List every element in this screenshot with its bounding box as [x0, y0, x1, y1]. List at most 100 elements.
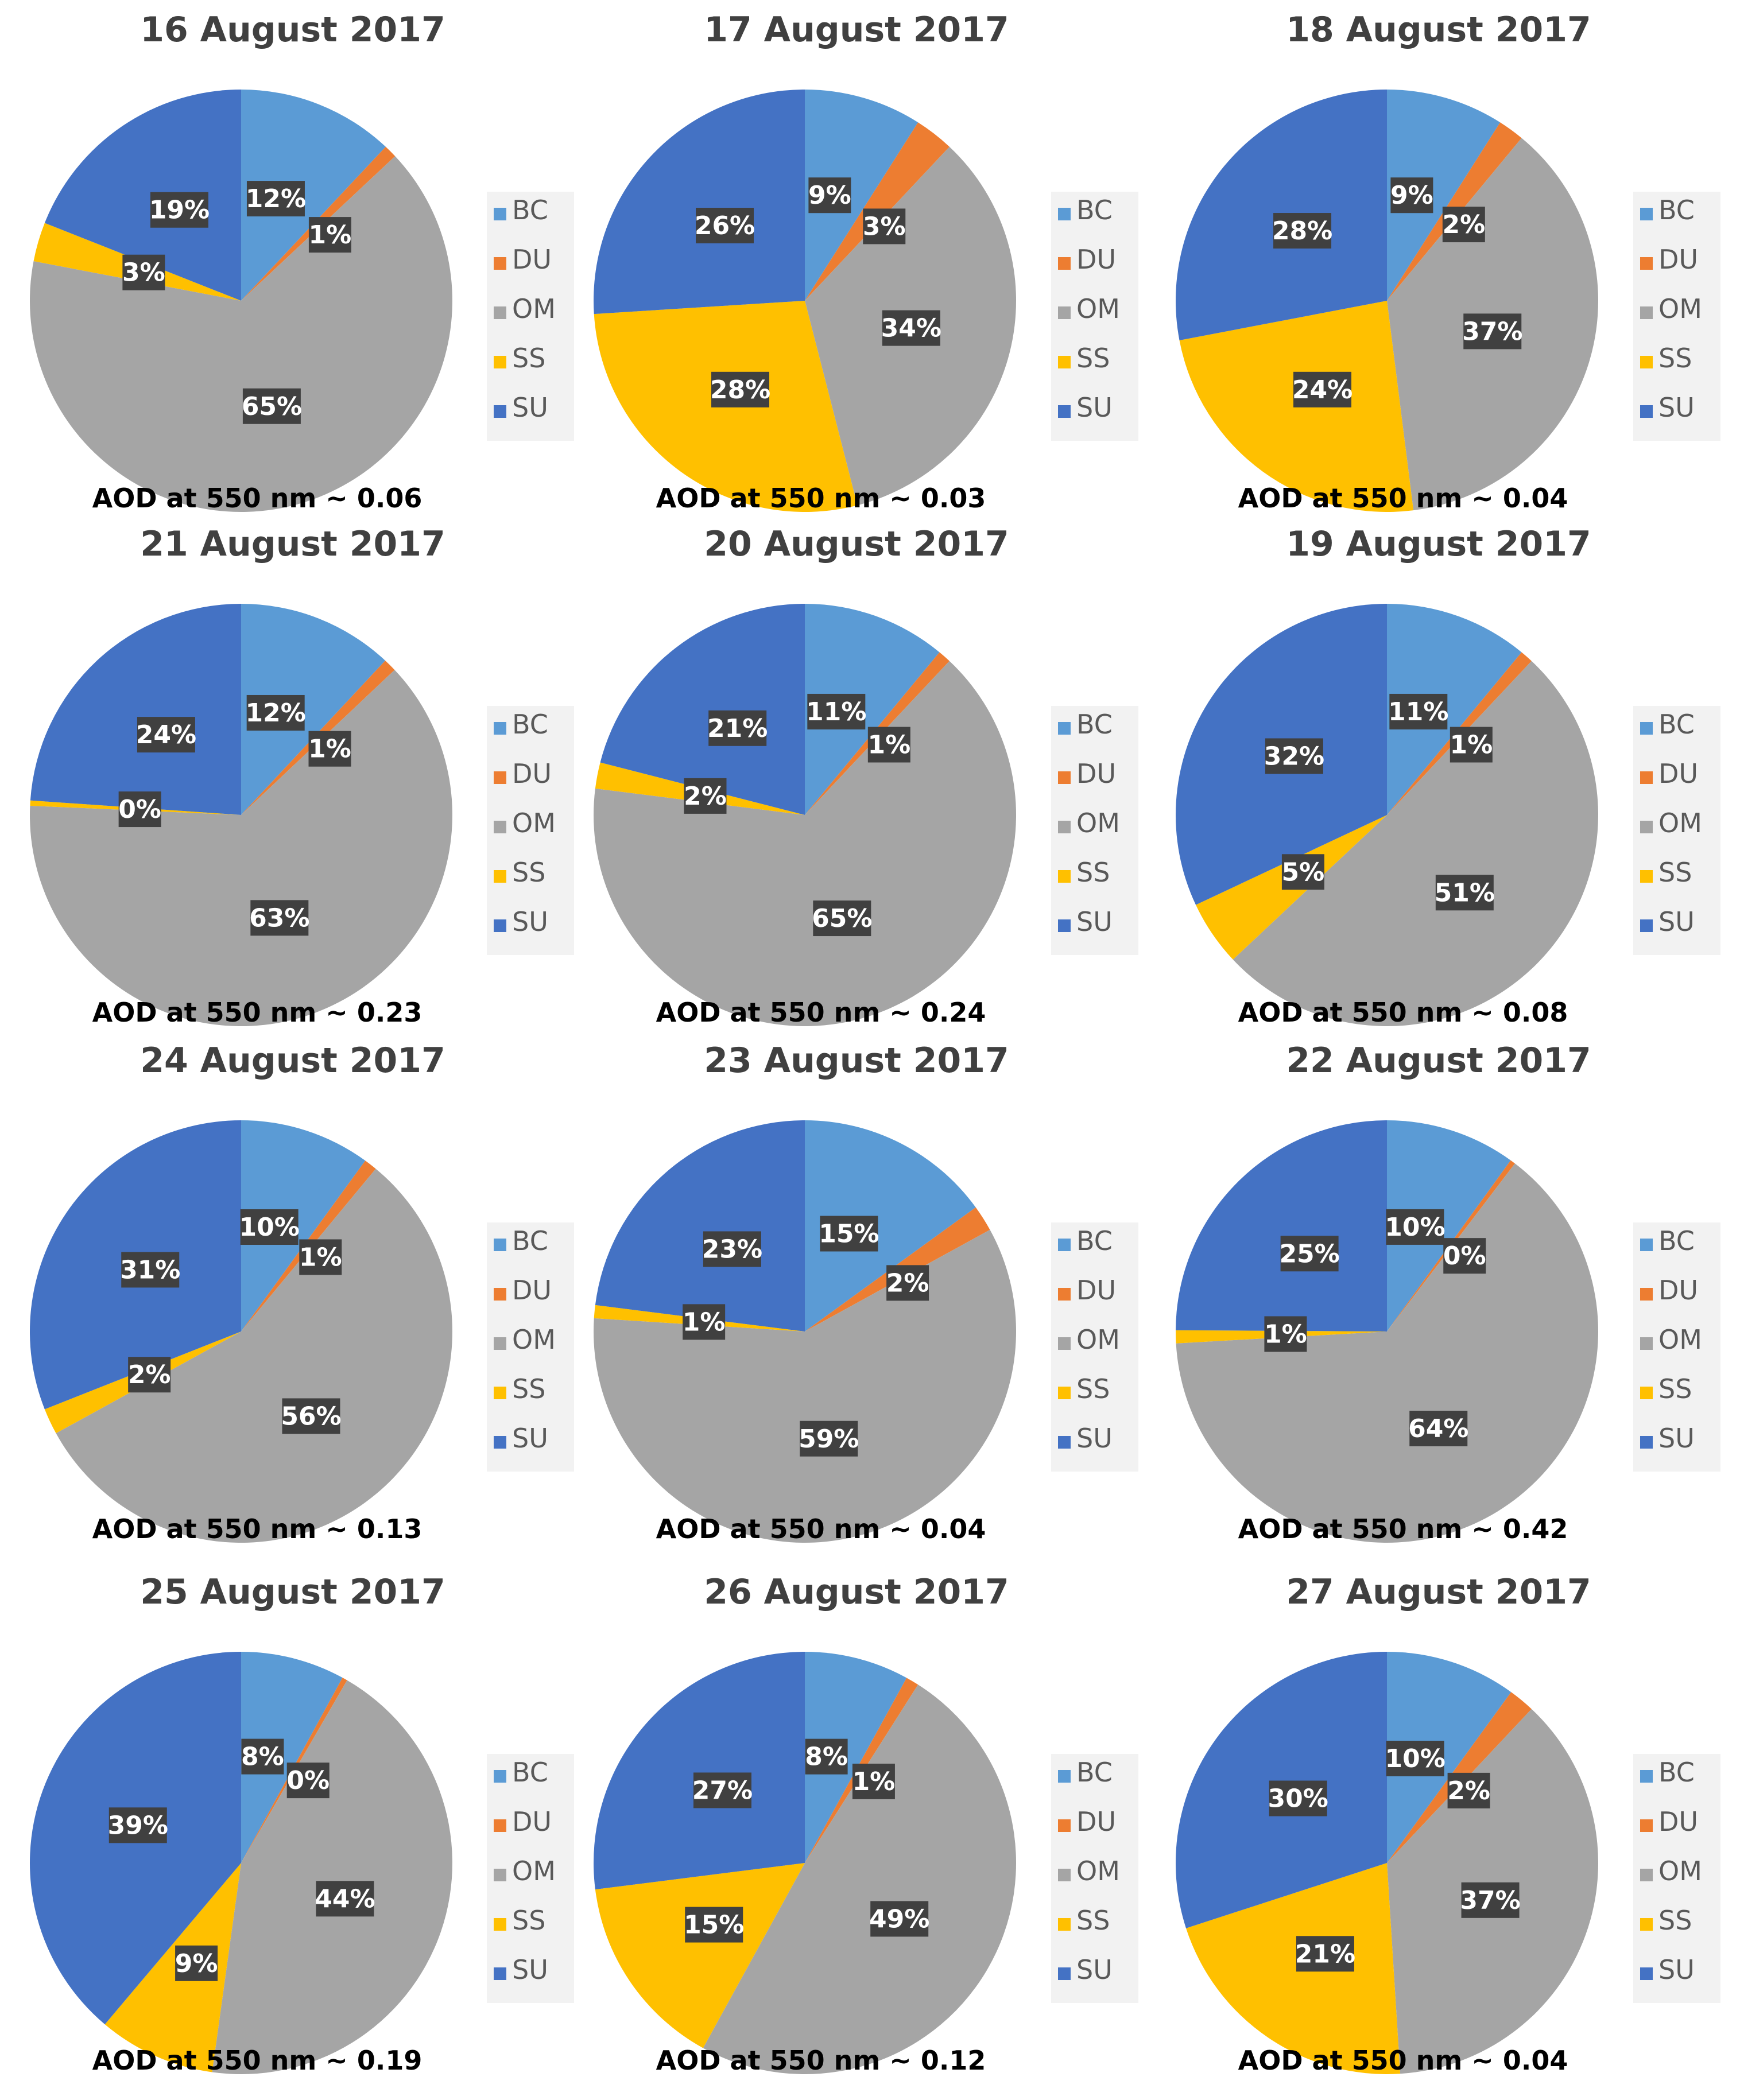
data-label-om: 56% — [281, 1398, 342, 1434]
data-label-text: 49% — [869, 1904, 929, 1934]
legend: BC DU OM SS SU — [1633, 1754, 1720, 2003]
data-label-text: 63% — [249, 903, 309, 933]
legend-label-ss: SS — [1076, 343, 1110, 374]
legend-swatch-ss — [1640, 1918, 1653, 1931]
aod-annotation: AOD at 550 nm ~ 0.04 — [1238, 483, 1568, 514]
data-label-text: 26% — [695, 211, 755, 240]
data-label-text: 15% — [819, 1219, 879, 1248]
data-label-om: 65% — [242, 388, 302, 424]
data-label-bc: 10% — [239, 1209, 300, 1245]
data-label-om: 44% — [315, 1881, 375, 1917]
data-label-text: 31% — [120, 1255, 180, 1284]
legend-swatch-om — [494, 821, 506, 833]
legend-swatch-om — [1640, 1337, 1653, 1350]
legend-label-om: OM — [1658, 1856, 1702, 1886]
pie-chart-22-august-2017: 22 August 2017 10%0% 64% 1% 25% AOD at 550 nm… — [1176, 1041, 1720, 1544]
data-label-text: 10% — [1385, 1744, 1445, 1773]
data-label-box — [708, 710, 767, 746]
aod-annotation: AOD at 550 nm ~ 0.24 — [656, 997, 986, 1028]
legend: BC DU OM SS SU — [1633, 1222, 1720, 1472]
data-label-du: 1% — [299, 1239, 342, 1275]
slice-bc — [1387, 1120, 1511, 1332]
legend-swatch-du — [1058, 1819, 1071, 1832]
legend-swatch-bc — [1640, 1239, 1653, 1251]
legend-label-bc: BC — [1658, 1225, 1695, 1256]
data-label-bc: 12% — [246, 181, 306, 217]
slice-bc — [805, 90, 919, 301]
data-label-su: 26% — [695, 208, 755, 244]
legend-swatch-ss — [1640, 870, 1653, 883]
data-label-box — [1390, 177, 1433, 214]
slice-om — [703, 1684, 1017, 2075]
legend-label-ss: SS — [512, 1905, 545, 1936]
legend-label-ss: SS — [1076, 1373, 1110, 1404]
legend-label-ss: SS — [512, 857, 545, 888]
data-label-bc: 12% — [246, 694, 306, 731]
data-label-ss: 1% — [683, 1304, 725, 1340]
chart-title: 18 August 2017 — [1286, 10, 1591, 50]
legend-swatch-bc — [1640, 722, 1653, 735]
data-label-box — [813, 900, 871, 937]
legend-swatch-su — [1058, 1436, 1071, 1449]
data-label-box — [882, 310, 940, 346]
data-label-text: 59% — [799, 1424, 859, 1454]
legend-swatch-om — [1640, 821, 1653, 833]
legend-swatch-om — [1058, 821, 1071, 833]
data-label-box — [800, 1420, 858, 1457]
legend-label-om: OM — [1076, 808, 1120, 839]
pie-chart-21-august-2017: 21 August 2017 12%1% 63% 0% 24% AOD at 550 nm… — [29, 524, 574, 1028]
legend-label-du: DU — [512, 244, 552, 275]
legend-swatch-su — [494, 405, 506, 418]
legend-swatch-su — [1640, 1967, 1653, 1980]
legend-label-du: DU — [1076, 1275, 1116, 1306]
data-label-ss: 5% — [1281, 854, 1324, 890]
data-label-text: 30% — [1268, 1784, 1328, 1814]
legend: BC DU OM SS SU — [1051, 706, 1138, 955]
aod-annotation: AOD at 550 nm ~ 0.04 — [656, 1513, 986, 1544]
aod-annotation: AOD at 550 nm ~ 0.42 — [1238, 1513, 1568, 1544]
legend-label-ss: SS — [512, 343, 545, 374]
data-label-su: 31% — [120, 1252, 180, 1288]
data-label-du: 3% — [863, 208, 906, 244]
data-label-su: 19% — [149, 192, 210, 228]
legend-swatch-du — [1640, 1819, 1653, 1832]
legend-swatch-du — [1640, 1288, 1653, 1301]
chart-title: 24 August 2017 — [140, 1041, 445, 1081]
data-label-bc: 10% — [1385, 1741, 1446, 1777]
slice-su — [44, 89, 241, 301]
legend-swatch-bc — [494, 722, 506, 735]
data-label-text: 23% — [702, 1235, 762, 1264]
legend-label-su: SU — [1658, 1954, 1695, 1985]
legend-label-bc: BC — [512, 1757, 548, 1788]
data-label-om: 37% — [1462, 313, 1522, 350]
legend-swatch-du — [1058, 771, 1071, 784]
slice-bc — [805, 1652, 907, 1863]
data-label-box — [1447, 1772, 1490, 1808]
legend-label-om: OM — [512, 1324, 556, 1355]
data-label-text: 3% — [863, 212, 906, 241]
slice-bc — [241, 1652, 343, 1863]
data-label-bc: 10% — [1385, 1209, 1446, 1245]
data-label-om: 63% — [249, 900, 309, 936]
data-label-du: 0% — [1443, 1238, 1486, 1274]
slice-bc — [805, 604, 940, 815]
data-label-su: 24% — [136, 717, 196, 753]
data-label-box — [696, 208, 754, 244]
data-label-box — [1273, 213, 1332, 249]
legend-swatch-du — [494, 1819, 506, 1832]
legend-swatch-om — [494, 306, 506, 319]
chart-title: 20 August 2017 — [704, 524, 1009, 564]
data-label-ss: 0% — [118, 791, 161, 828]
legend-label-du: DU — [1658, 758, 1698, 789]
data-label-box — [1281, 854, 1324, 890]
data-label-text: 15% — [684, 1911, 744, 1940]
legend: BC DU OM SS SU — [1051, 192, 1138, 441]
data-label-du: 2% — [1442, 207, 1485, 243]
data-label-om: 65% — [812, 900, 872, 937]
pie-chart-25-august-2017: 25 August 2017 8%0% 44% 9% 39% AOD at 550 nm … — [30, 1572, 574, 2076]
data-label-text: 2% — [1447, 1776, 1490, 1806]
data-label-box — [316, 1881, 374, 1917]
legend-label-du: DU — [512, 1275, 552, 1306]
data-label-text: 39% — [108, 1811, 168, 1840]
legend-label-bc: BC — [512, 709, 548, 740]
